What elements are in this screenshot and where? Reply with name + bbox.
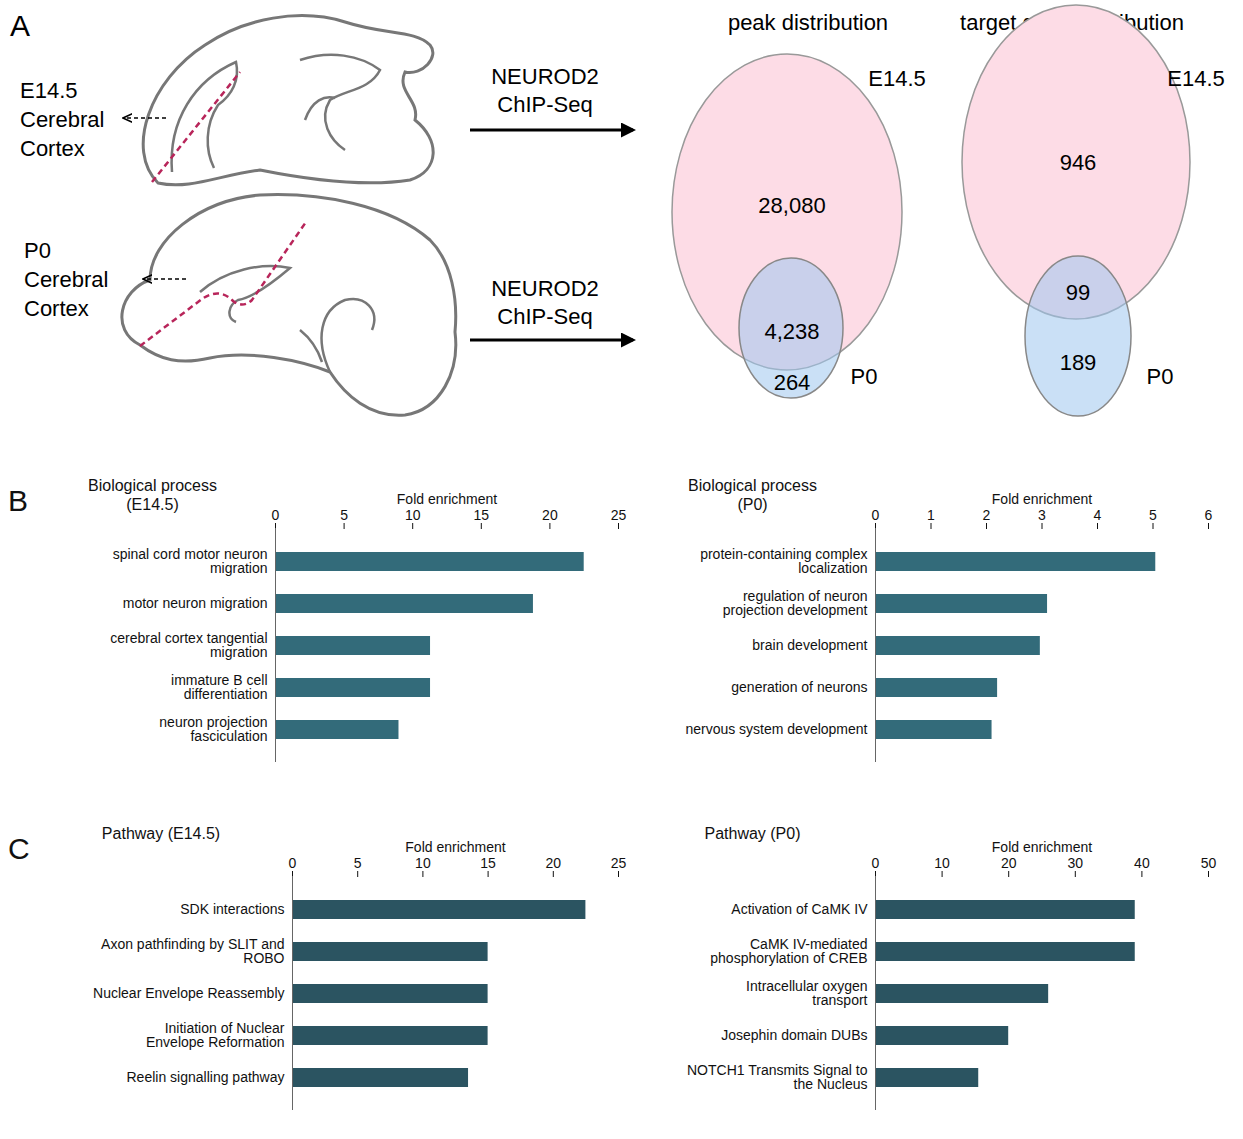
svg-text:regulation of neuronprojection: regulation of neuronprojection developme… [723, 588, 868, 618]
svg-text:5: 5 [1149, 507, 1157, 523]
svg-text:0: 0 [272, 507, 280, 523]
svg-text:NEUROD2: NEUROD2 [491, 276, 599, 301]
html-text:C: C [8, 832, 30, 865]
svg-text:40: 40 [1134, 855, 1150, 871]
svg-text:20: 20 [1001, 855, 1017, 871]
svg-text:generation of neurons: generation of neurons [731, 679, 867, 695]
svg-text:Initiation of NuclearEnvelope: Initiation of NuclearEnvelope Reformatio… [146, 1020, 285, 1050]
svg-text:20: 20 [542, 507, 558, 523]
svg-text:E14.5: E14.5 [868, 66, 926, 91]
svg-text:target gene distribution: target gene distribution [960, 10, 1184, 35]
svg-text:25: 25 [611, 855, 627, 871]
svg-text:E14.5: E14.5 [20, 78, 78, 103]
svg-text:1: 1 [927, 507, 935, 523]
svg-text:Activation of CaMK IV: Activation of CaMK IV [731, 901, 868, 917]
svg-text:Fold enrichment: Fold enrichment [992, 491, 1092, 507]
svg-text:SDK interactions: SDK interactions [180, 901, 284, 917]
svg-text:50: 50 [1201, 855, 1217, 871]
svg-text:20: 20 [546, 855, 562, 871]
svg-text:Nuclear Envelope Reassembly: Nuclear Envelope Reassembly [93, 985, 284, 1001]
svg-text:15: 15 [480, 855, 496, 871]
svg-text:spinal cord motor neuronmigrat: spinal cord motor neuronmigration [113, 546, 268, 576]
svg-text:99: 99 [1066, 280, 1090, 305]
svg-text:protein-containing complexloca: protein-containing complexlocalization [700, 546, 867, 576]
html-text:(P0): (P0) [737, 496, 768, 513]
svg-text:Fold enrichment: Fold enrichment [992, 839, 1092, 855]
svg-text:10: 10 [415, 855, 431, 871]
svg-text:Cortex: Cortex [20, 136, 85, 161]
svg-text:immature B celldifferentiation: immature B celldifferentiation [171, 672, 267, 702]
svg-text:4,238: 4,238 [764, 319, 819, 344]
html-text:Pathway (P0): Pathway (P0) [704, 825, 801, 842]
svg-text:P0: P0 [851, 364, 878, 389]
svg-text:Fold enrichment: Fold enrichment [397, 491, 497, 507]
svg-text:25: 25 [611, 507, 627, 523]
svg-text:Fold enrichment: Fold enrichment [405, 839, 505, 855]
svg-text:Intracellular oxygentransport: Intracellular oxygentransport [746, 978, 868, 1008]
svg-text:peak distribution: peak distribution [728, 10, 888, 35]
svg-text:P0: P0 [1147, 364, 1174, 389]
svg-text:A: A [10, 9, 30, 42]
svg-text:189: 189 [1060, 350, 1097, 375]
svg-text:cerebral cortex tangentialmigr: cerebral cortex tangentialmigration [110, 630, 267, 660]
svg-text:10: 10 [934, 855, 950, 871]
svg-text:946: 946 [1060, 150, 1097, 175]
svg-text:6: 6 [1205, 507, 1213, 523]
svg-text:15: 15 [474, 507, 490, 523]
svg-text:5: 5 [340, 507, 348, 523]
svg-text:NOTCH1 Transmits Signal tothe: NOTCH1 Transmits Signal tothe Nucleus [687, 1062, 868, 1092]
html-text:Pathway (E14.5): Pathway (E14.5) [101, 825, 221, 842]
svg-text:E14.5: E14.5 [1167, 66, 1225, 91]
svg-text:0: 0 [289, 855, 297, 871]
svg-text:10: 10 [405, 507, 421, 523]
svg-text:neuron projectionfasciculation: neuron projectionfasciculation [159, 714, 267, 744]
svg-text:Cerebral: Cerebral [20, 107, 104, 132]
svg-text:Cortex: Cortex [24, 296, 89, 321]
svg-text:CaMK IV-mediatedphosphorylatio: CaMK IV-mediatedphosphorylation of CREB [710, 936, 867, 966]
svg-text:4: 4 [1094, 507, 1102, 523]
svg-text:nervous system development: nervous system development [685, 721, 867, 737]
svg-text:brain development: brain development [752, 637, 867, 653]
html-text:(E14.5): (E14.5) [126, 496, 179, 513]
svg-text:Josephin domain DUBs: Josephin domain DUBs [721, 1027, 867, 1043]
html-text:Biological process: Biological process [688, 477, 817, 494]
svg-text:5: 5 [354, 855, 362, 871]
svg-text:NEUROD2: NEUROD2 [491, 64, 599, 89]
html-text:B: B [8, 484, 28, 517]
svg-text:Axon pathfinding by SLIT andRO: Axon pathfinding by SLIT andROBO [101, 936, 285, 966]
svg-text:ChIP-Seq: ChIP-Seq [497, 92, 592, 117]
svg-text:ChIP-Seq: ChIP-Seq [497, 304, 592, 329]
svg-text:3: 3 [1038, 507, 1046, 523]
svg-text:motor neuron migration: motor neuron migration [123, 595, 268, 611]
svg-text:28,080: 28,080 [758, 193, 825, 218]
svg-text:30: 30 [1068, 855, 1084, 871]
svg-text:0: 0 [872, 855, 880, 871]
html-text:Biological process: Biological process [88, 477, 217, 494]
svg-text:Cerebral: Cerebral [24, 267, 108, 292]
svg-text:P0: P0 [24, 238, 51, 263]
svg-text:264: 264 [774, 370, 811, 395]
svg-text:2: 2 [983, 507, 991, 523]
svg-text:0: 0 [872, 507, 880, 523]
svg-text:Reelin signalling pathway: Reelin signalling pathway [127, 1069, 285, 1085]
